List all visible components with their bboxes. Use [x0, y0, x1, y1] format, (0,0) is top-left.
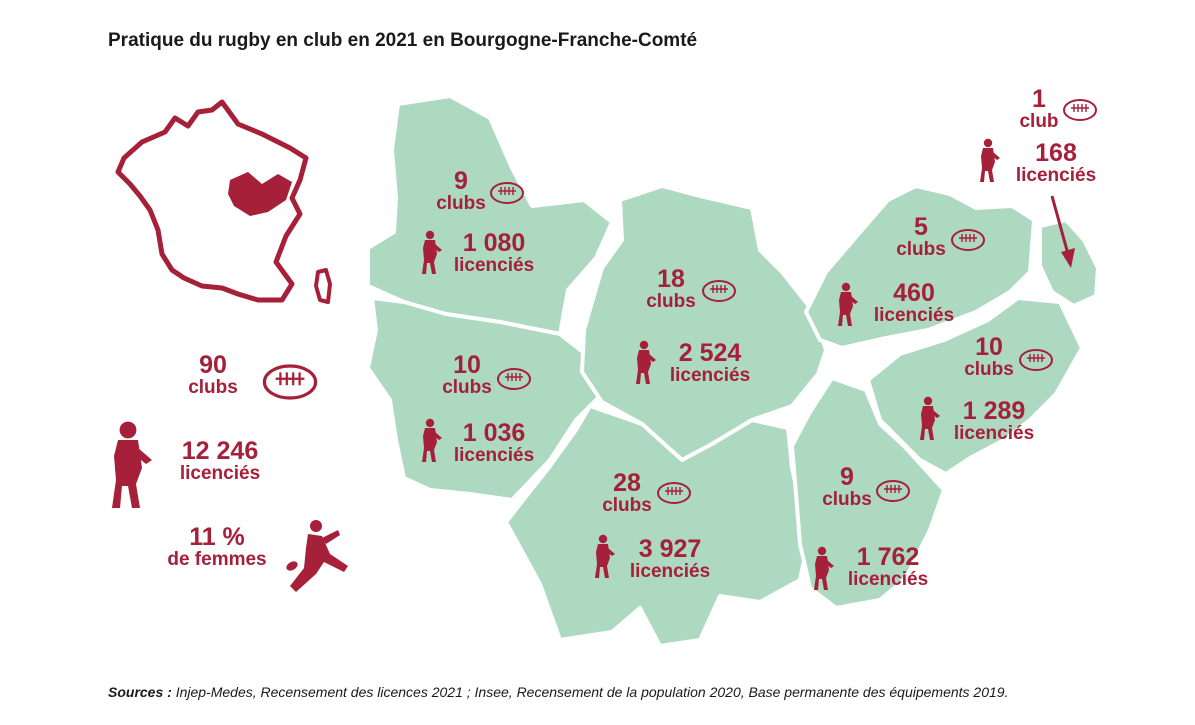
jura-licencies: 1 762 licenciés — [840, 544, 936, 590]
cote-d-or-licencies-value: 2 524 — [678, 339, 742, 367]
doubs-licencies: 1 289 licenciés — [946, 398, 1042, 444]
legend-licencies-value: 12 246 — [181, 437, 259, 465]
legend-clubs-value: 90 — [199, 351, 227, 379]
jura-clubs-unit: clubs — [822, 489, 872, 511]
sources-note: Sources : Injep-Medes, Recensement des l… — [108, 684, 1008, 700]
saone-et-loire-clubs-unit: clubs — [602, 495, 652, 517]
cote-d-or-clubs-unit: clubs — [646, 291, 696, 313]
legend-femmes-value: 11 % — [189, 523, 245, 551]
region-highlight — [228, 172, 292, 216]
yonne-licencies-unit: licenciés — [453, 255, 535, 277]
nievre-clubs-value: 10 — [453, 351, 481, 379]
legend-licencies-unit: licenciés — [179, 463, 261, 485]
haute-saone-clubs-value: 5 — [914, 213, 928, 241]
doubs-clubs-value: 10 — [975, 333, 1003, 361]
cote-d-or-clubs-value: 18 — [657, 265, 685, 293]
doubs-clubs-unit: clubs — [964, 359, 1014, 381]
saone-et-loire-clubs: 28 clubs — [594, 470, 660, 516]
nievre-licencies-value: 1 036 — [462, 419, 526, 447]
cote-d-or-licencies-unit: licenciés — [669, 365, 751, 387]
haute-saone-clubs: 5 clubs — [888, 214, 954, 260]
page-title: Pratique du rugby en club en 2021 en Bou… — [108, 30, 698, 51]
dept-jura — [790, 376, 946, 610]
yonne-licencies-value: 1 080 — [462, 229, 526, 257]
dept-saone-et-loire — [504, 404, 810, 648]
belfort-clubs-value: 1 — [1032, 85, 1046, 113]
legend-clubs: 90 clubs — [180, 352, 246, 398]
yonne-clubs-value: 9 — [454, 167, 468, 195]
yonne-licencies: 1 080 licenciés — [446, 230, 542, 276]
legend-femmes: 11 % de femmes — [158, 524, 276, 570]
yonne-clubs: 9 clubs — [428, 168, 494, 214]
belfort-clubs: 1 club — [1008, 86, 1070, 132]
jura-licencies-value: 1 762 — [856, 543, 920, 571]
nievre-licencies-unit: licenciés — [453, 445, 535, 467]
legend-femmes-unit: de femmes — [167, 549, 267, 571]
haute-saone-clubs-unit: clubs — [896, 239, 946, 261]
saone-et-loire-licencies: 3 927 licenciés — [622, 536, 718, 582]
dept-yonne — [366, 94, 614, 336]
nievre-licencies: 1 036 licenciés — [446, 420, 542, 466]
nievre-clubs: 10 clubs — [434, 352, 500, 398]
legend-licencies: 12 246 licenciés — [168, 438, 272, 484]
dept-cote-d-or — [580, 184, 828, 462]
sources-label: Sources : — [108, 684, 172, 700]
arrow-icon — [1050, 195, 1075, 268]
kicking-player-icon — [286, 520, 348, 592]
saone-et-loire-clubs-value: 28 — [613, 469, 641, 497]
doubs-licencies-unit: licenciés — [953, 423, 1035, 445]
saone-et-loire-licencies-value: 3 927 — [638, 535, 702, 563]
haute-saone-licencies-value: 460 — [893, 279, 935, 307]
belfort-clubs-unit: club — [1019, 111, 1059, 133]
cote-d-or-clubs: 18 clubs — [638, 266, 704, 312]
belfort-licencies-unit: licenciés — [1015, 165, 1097, 187]
doubs-licencies-value: 1 289 — [962, 397, 1026, 425]
haute-saone-licencies-unit: licenciés — [873, 305, 955, 327]
jura-clubs: 9 clubs — [814, 464, 880, 510]
france-outline — [115, 99, 332, 304]
legend-rugby-player-icon — [112, 421, 152, 508]
doubs-clubs: 10 clubs — [956, 334, 1022, 380]
legend-clubs-unit: clubs — [188, 377, 238, 399]
jura-licencies-unit: licenciés — [847, 569, 929, 591]
haute-saone-licencies: 460 licenciés — [866, 280, 962, 326]
dept-haute-saone — [804, 184, 1036, 350]
legend-rugby-ball-icon — [262, 364, 318, 400]
belfort-licencies-value: 168 — [1035, 139, 1077, 167]
jura-clubs-value: 9 — [840, 463, 854, 491]
yonne-clubs-unit: clubs — [436, 193, 486, 215]
nievre-clubs-unit: clubs — [442, 377, 492, 399]
sources-text: Injep-Medes, Recensement des licences 20… — [171, 684, 1009, 700]
rugby-player-icon — [980, 138, 1000, 182]
saone-et-loire-licencies-unit: licenciés — [629, 561, 711, 583]
cote-d-or-licencies: 2 524 licenciés — [662, 340, 758, 386]
belfort-licencies: 168 licenciés — [1008, 140, 1104, 186]
